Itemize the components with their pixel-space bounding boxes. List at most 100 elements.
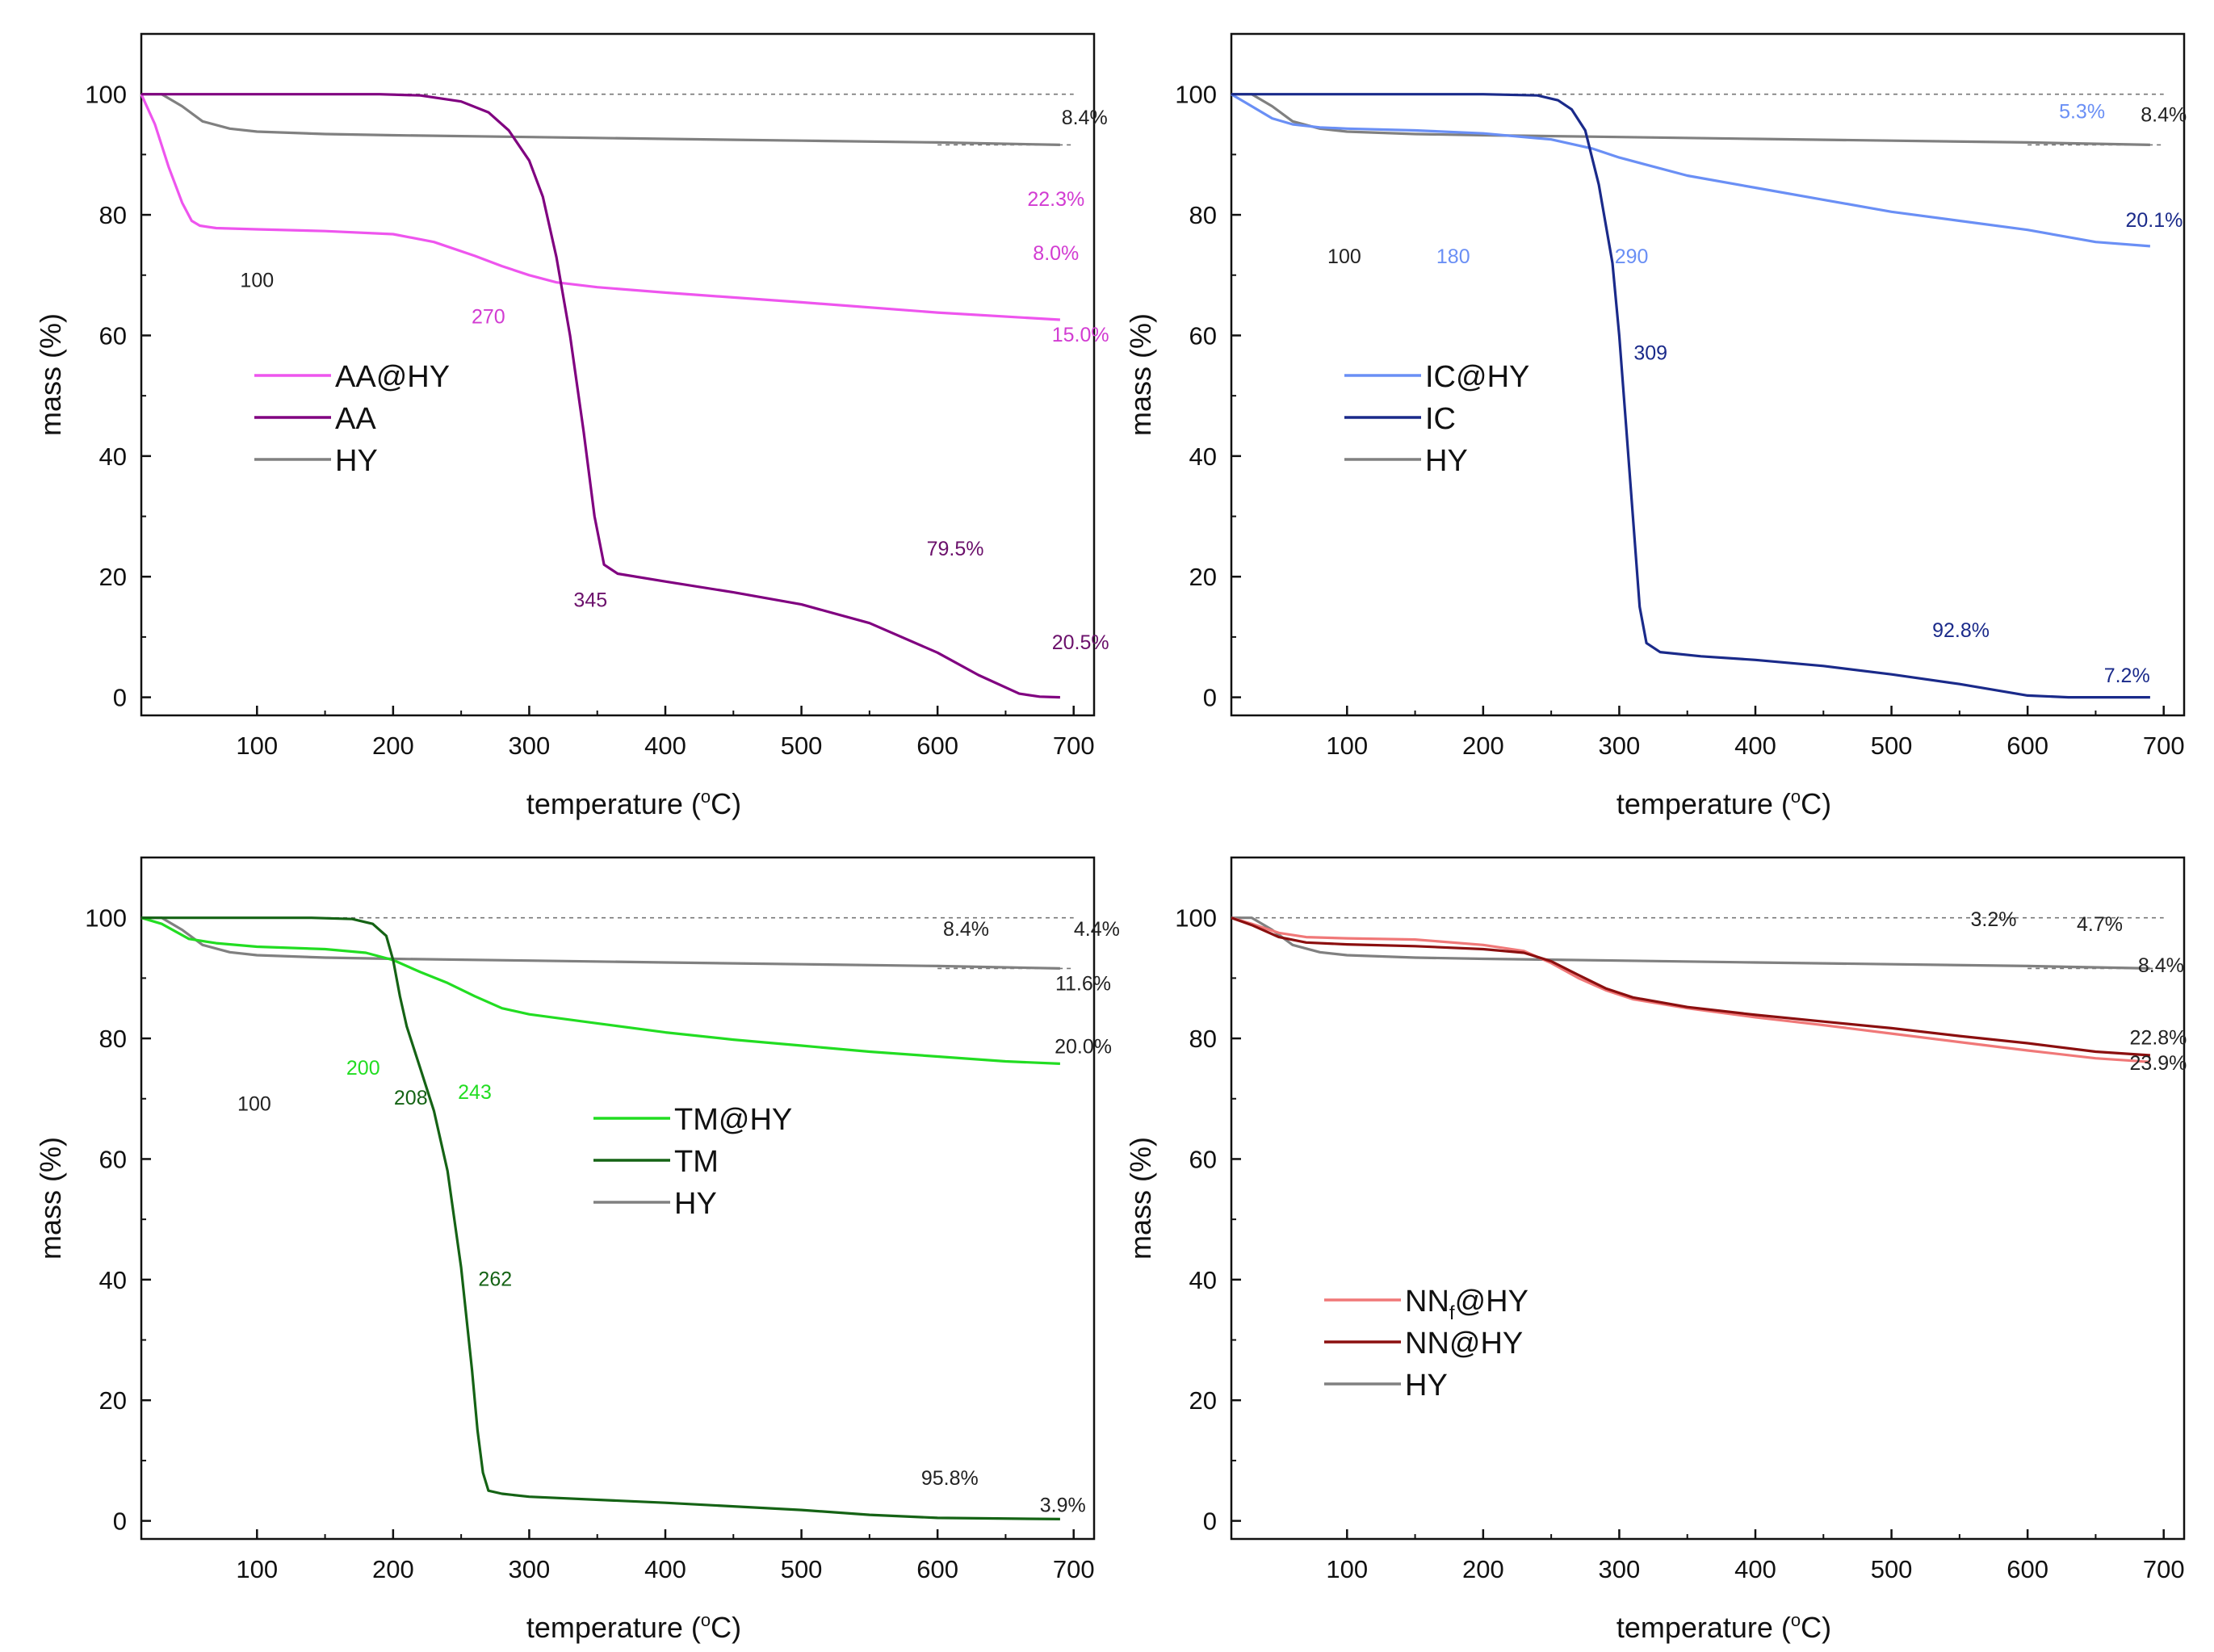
series-line-aa-hy [140, 94, 1060, 321]
x-tick-label: 600 [916, 1555, 958, 1583]
data-annotation: 23.9% [2130, 1052, 2187, 1075]
data-annotation: 270 [472, 306, 505, 329]
plot-frame [140, 32, 1096, 717]
y-axis-label: mass (%) [1124, 313, 1157, 436]
x-tick-label: 300 [1599, 1555, 1641, 1583]
legend-label: TM [674, 1145, 719, 1179]
legend-label: IC@HY [1425, 360, 1529, 394]
data-annotation: 8.0% [1033, 242, 1079, 265]
x-tick-label: 600 [2006, 732, 2048, 760]
data-annotation: 20.0% [1055, 1036, 1112, 1059]
data-annotation: 8.4% [1062, 107, 1108, 129]
series-line-ic [1231, 93, 2150, 699]
data-annotation: 4.4% [1074, 918, 1120, 941]
x-tick-label: 400 [1734, 1555, 1776, 1583]
chart-panel-nn: 100 200 300 400 500 600 700 0 20 40 60 80 100 tempera… [1124, 856, 2187, 1644]
data-annotation: 100 [237, 1093, 271, 1116]
chart-panel-ic: 100 200 300 400 500 600 700 0 20 40 60 80 100 tempera… [1124, 32, 2187, 820]
series-line-nnf-hy [1231, 916, 2151, 1063]
legend-label: TM@HY [674, 1103, 792, 1137]
y-tick-label: 100 [1175, 81, 1217, 109]
series-line-nn-hy [1231, 916, 2151, 1057]
guide-lines [141, 93, 1074, 146]
legend-label: AA [335, 402, 376, 436]
x-axis-label: temperature (oC) [526, 786, 741, 820]
data-annotation: 100 [240, 270, 274, 292]
y-tick-label: 60 [1189, 1145, 1217, 1173]
data-annotation: 5.3% [2059, 101, 2105, 124]
x-tick-label: 200 [372, 732, 414, 760]
series-line-hy [141, 93, 1060, 146]
data-annotation: 8.4% [943, 918, 989, 941]
series-line-tm-hy [140, 916, 1060, 1065]
x-axis-label: temperature (oC) [1616, 786, 1831, 820]
plot-frame [140, 856, 1096, 1541]
x-tick-label: 300 [1599, 732, 1641, 760]
data-annotation: 290 [1615, 245, 1649, 268]
data-annotation: 100 [1327, 245, 1361, 268]
data-annotation: 200 [346, 1057, 380, 1080]
y-axis-label: mass (%) [34, 313, 67, 436]
y-tick-label: 20 [99, 1386, 127, 1415]
y-tick-label: 0 [113, 684, 127, 712]
x-tick-label: 500 [781, 732, 823, 760]
y-tick-label: 40 [1189, 1266, 1217, 1294]
x-tick-label: 700 [1053, 732, 1095, 760]
y-tick-label: 80 [99, 201, 127, 229]
data-annotation: 11.6% [1055, 972, 1111, 995]
data-annotation: 8.4% [2141, 103, 2187, 126]
y-tick-label: 80 [1189, 1025, 1217, 1053]
x-tick-label: 500 [1871, 1555, 1913, 1583]
legend-label: IC [1425, 402, 1456, 436]
y-tick-label: 100 [1175, 904, 1217, 933]
legend-label: NNf@HY [1405, 1285, 1528, 1324]
plot-frame [1230, 856, 2186, 1541]
data-annotation: 243 [458, 1081, 492, 1104]
legend-label: AA@HY [335, 360, 450, 394]
y-tick-label: 20 [1189, 563, 1217, 591]
chart-panel-aa: 100 200 300 400 500 600 700 0 20 40 60 80 100 tempera… [34, 32, 1109, 820]
y-tick-label: 40 [99, 1266, 127, 1294]
y-tick-label: 60 [99, 1145, 127, 1173]
x-tick-label: 700 [2143, 1555, 2185, 1583]
data-annotation: 22.8% [2130, 1027, 2187, 1050]
data-annotation: 309 [1633, 342, 1667, 364]
x-tick-label: 600 [916, 732, 958, 760]
y-tick-label: 60 [99, 321, 127, 350]
y-tick-label: 60 [1189, 321, 1217, 350]
x-tick-label: 400 [644, 732, 686, 760]
x-tick-label: 500 [781, 1555, 823, 1583]
y-tick-label: 20 [1189, 1386, 1217, 1415]
legend-label: HY [674, 1187, 717, 1221]
plot-frame [1230, 32, 2186, 717]
data-annotation: 345 [573, 589, 607, 612]
y-tick-label: 80 [99, 1025, 127, 1053]
x-tick-label: 300 [509, 1555, 551, 1583]
guide-lines [141, 916, 1074, 970]
data-annotation: 22.3% [1027, 188, 1084, 211]
chart-panel-tm: 100 200 300 400 500 600 700 0 20 40 60 80 100 tempera… [34, 856, 1120, 1644]
x-tick-label: 300 [509, 732, 551, 760]
series-line-tm [141, 916, 1060, 1520]
series-line-ic-hy [1231, 93, 2151, 248]
data-annotation: 92.8% [1932, 619, 1990, 642]
y-tick-label: 0 [1203, 684, 1217, 712]
x-tick-label: 200 [1462, 1555, 1504, 1583]
x-tick-label: 700 [1053, 1555, 1095, 1583]
data-annotation: 7.2% [2104, 665, 2150, 687]
x-axis-label: temperature (oC) [526, 1610, 741, 1644]
x-tick-label: 100 [236, 732, 278, 760]
y-tick-label: 40 [1189, 442, 1217, 471]
x-tick-label: 100 [1326, 732, 1368, 760]
data-annotation: 208 [394, 1087, 428, 1109]
x-tick-label: 600 [2006, 1555, 2048, 1583]
y-tick-label: 40 [99, 442, 127, 471]
y-tick-label: 100 [85, 904, 127, 933]
y-tick-label: 100 [85, 81, 127, 109]
x-tick-label: 100 [236, 1555, 278, 1583]
x-axis-label: temperature (oC) [1616, 1610, 1831, 1644]
series-line-hy [141, 916, 1060, 970]
y-tick-label: 0 [1203, 1507, 1217, 1536]
x-tick-label: 700 [2143, 732, 2185, 760]
